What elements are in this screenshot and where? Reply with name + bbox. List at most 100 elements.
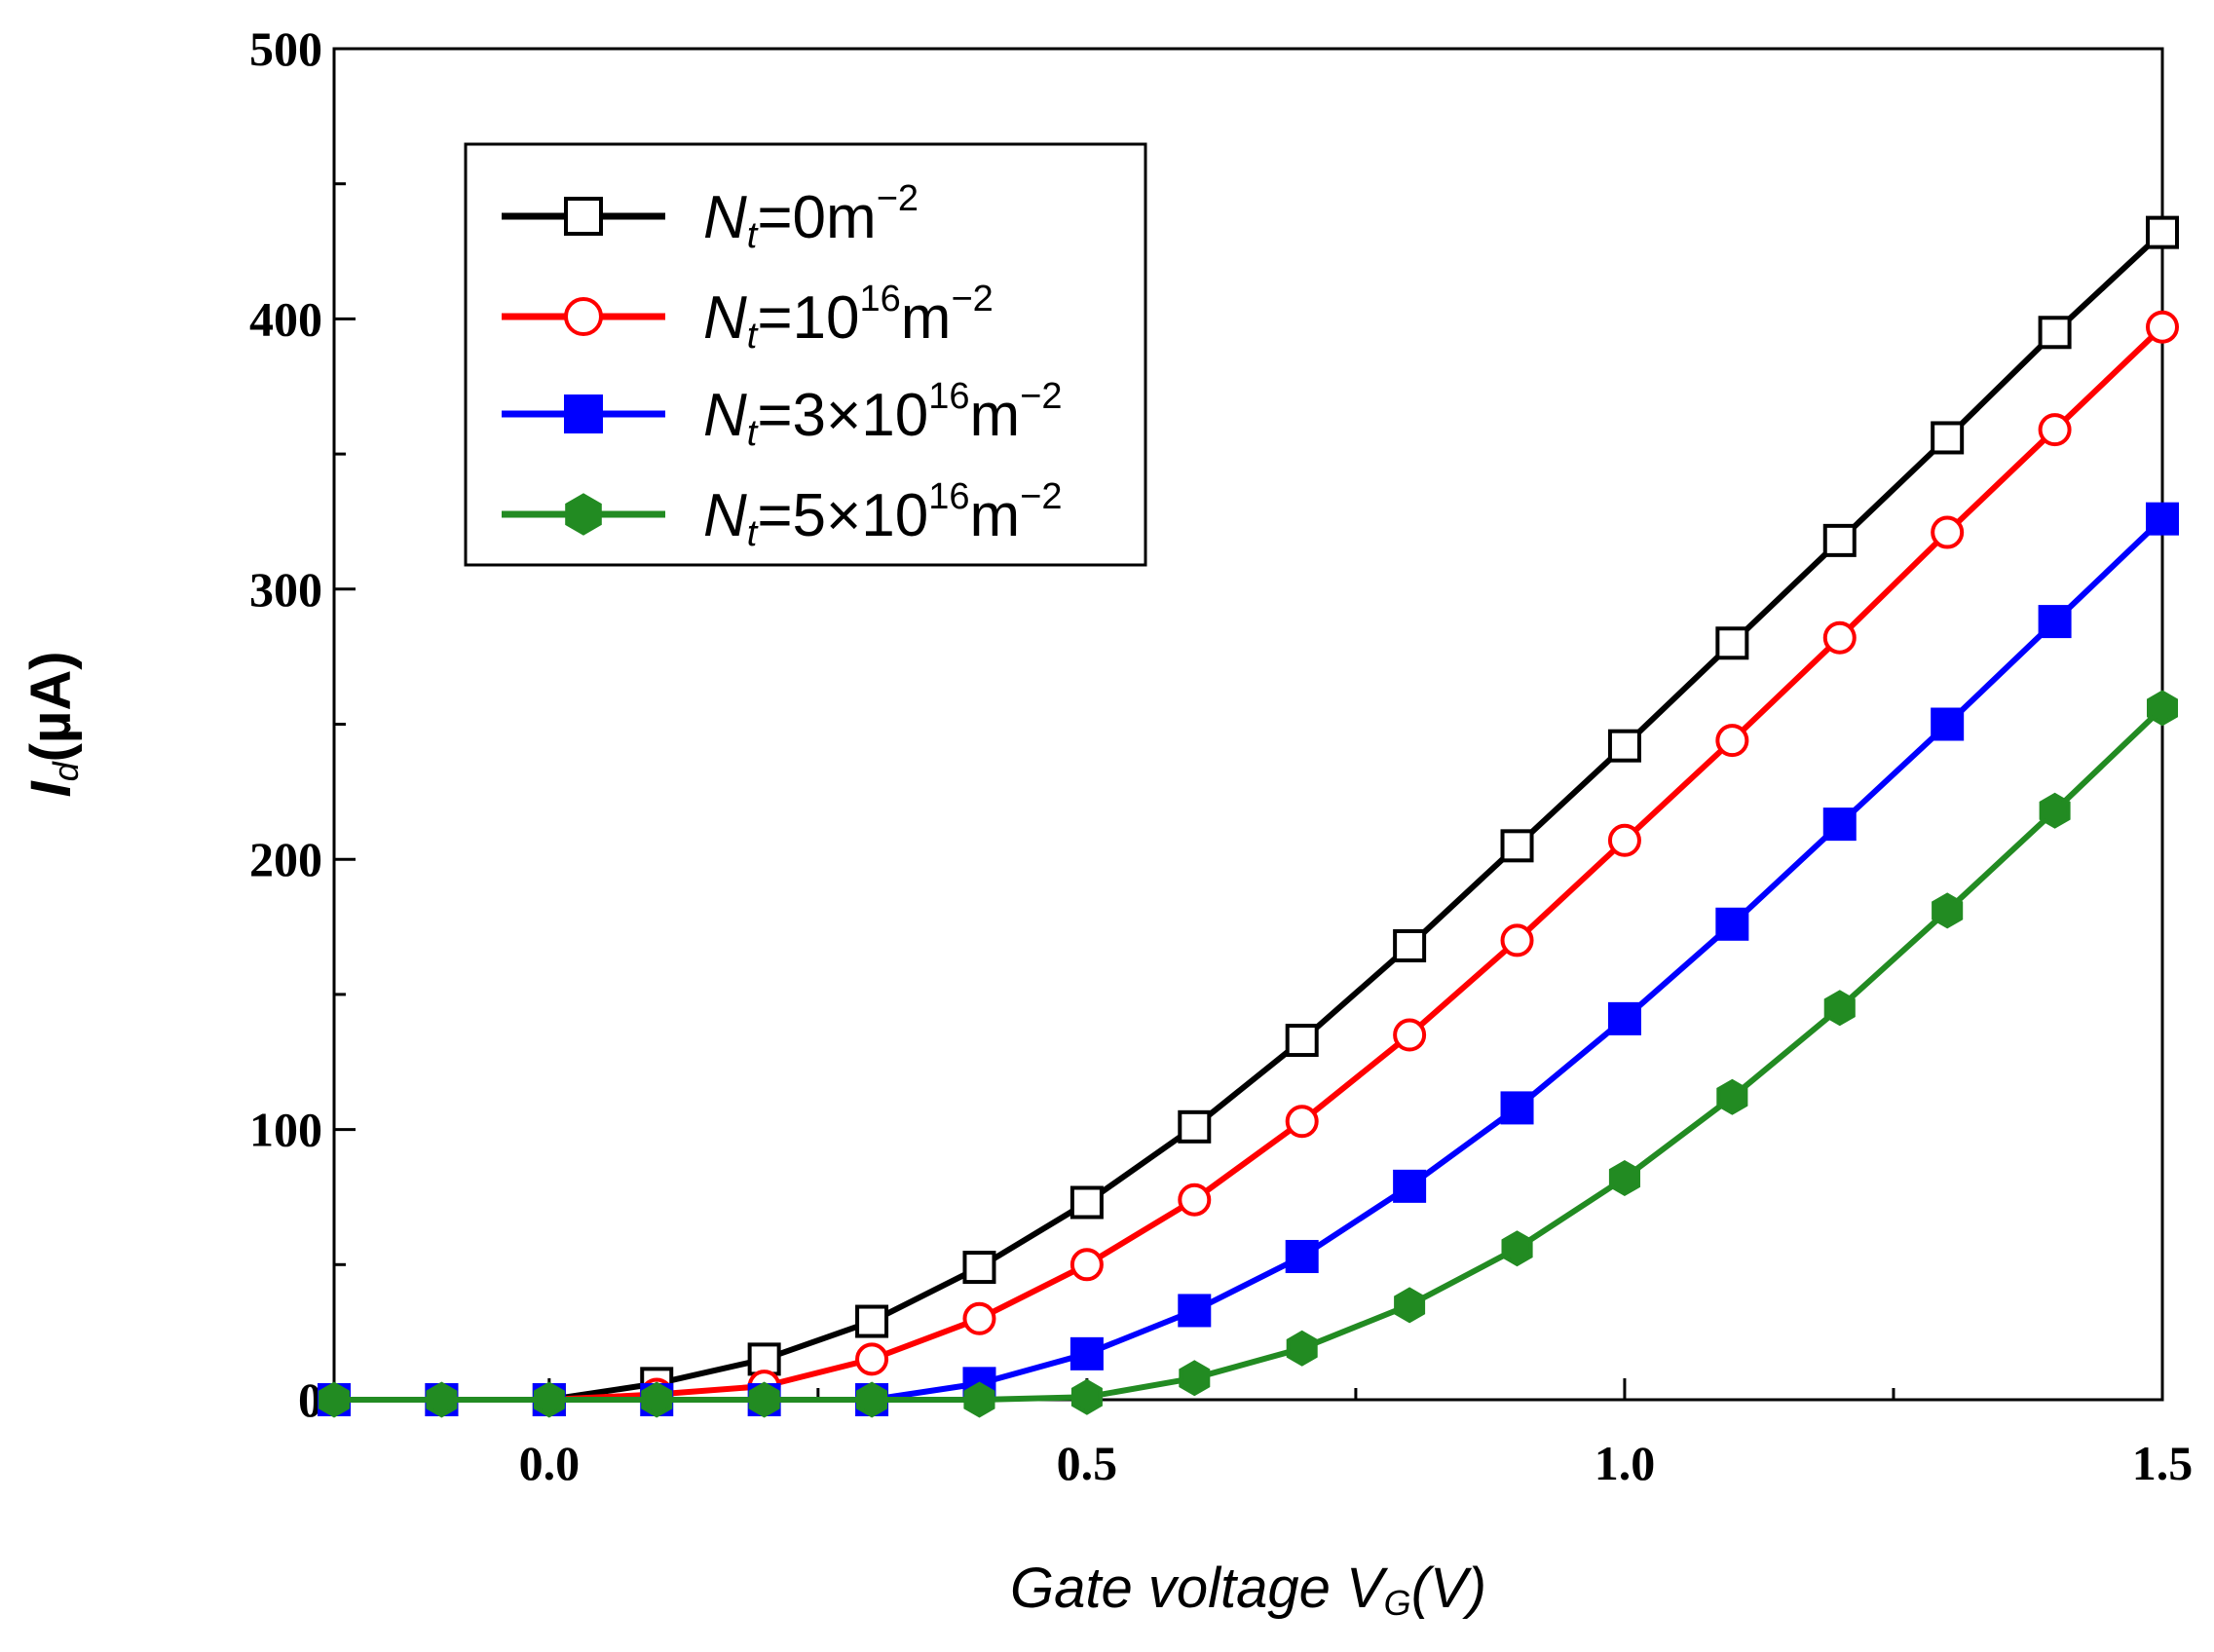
x-axis-title: Gate voltage VG(V) bbox=[1010, 1557, 1486, 1623]
legend-entry-3: Nt=3×1016m−2 bbox=[502, 376, 1062, 454]
x-axis-title-symbol: V bbox=[1346, 1557, 1389, 1620]
data-point bbox=[1500, 1091, 1534, 1125]
series-line bbox=[334, 230, 2165, 1403]
legend-unit: m bbox=[969, 482, 1020, 549]
data-point bbox=[319, 1381, 350, 1418]
legend-unit-exponent: −2 bbox=[951, 279, 993, 319]
legend-entry-2: Nt=1016m−2 bbox=[502, 279, 994, 357]
data-point bbox=[1394, 1287, 1426, 1324]
data-point bbox=[1932, 892, 1964, 929]
x-axis-title-subscript: G bbox=[1384, 1583, 1411, 1623]
y-tick-label: 500 bbox=[249, 21, 322, 76]
data-point bbox=[1607, 729, 1641, 763]
data-point bbox=[2038, 605, 2072, 639]
data-point bbox=[855, 1304, 889, 1338]
data-point bbox=[2038, 413, 2072, 447]
legend-entry-1: Nt=0m−2 bbox=[502, 178, 919, 256]
data-point bbox=[748, 1381, 780, 1418]
data-point bbox=[1500, 923, 1534, 957]
data-point bbox=[533, 1381, 565, 1418]
data-point bbox=[1822, 807, 1857, 842]
legend-marker bbox=[564, 297, 603, 336]
data-point bbox=[2146, 215, 2179, 249]
series-3 bbox=[318, 502, 2179, 1416]
legend-marker bbox=[565, 493, 602, 536]
data-point bbox=[1715, 907, 1749, 941]
data-point bbox=[1393, 1018, 1427, 1052]
data-point bbox=[1822, 620, 1857, 655]
legend-text: =3×10 bbox=[757, 382, 928, 449]
data-point bbox=[1285, 1239, 1319, 1273]
legend-marker bbox=[564, 197, 603, 236]
series-line bbox=[334, 705, 2165, 1403]
data-point bbox=[1286, 1330, 1318, 1367]
data-point bbox=[1931, 707, 1965, 741]
data-point bbox=[963, 1381, 995, 1418]
legend: Nt=0m−2Nt=1016m−2Nt=3×1016m−2Nt=5×1016m−… bbox=[464, 142, 1147, 567]
legend-subscript: t bbox=[747, 316, 759, 357]
data-point bbox=[2147, 690, 2178, 727]
legend-marker bbox=[564, 394, 603, 433]
x-tick-label: 1.0 bbox=[1595, 1436, 1656, 1490]
legend-symbol: N bbox=[703, 284, 747, 352]
legend-superscript: −2 bbox=[877, 178, 919, 219]
series-layer bbox=[318, 215, 2179, 1418]
legend-text: =10 bbox=[757, 284, 859, 352]
x-axis-title-text: Gate voltage bbox=[1010, 1557, 1346, 1620]
data-point bbox=[856, 1381, 888, 1418]
data-point bbox=[1179, 1360, 1211, 1397]
legend-symbol: N bbox=[703, 184, 747, 251]
data-point bbox=[962, 1301, 996, 1335]
legend-symbol: N bbox=[703, 382, 747, 449]
y-axis-title-symbol: I bbox=[19, 780, 83, 798]
y-tick-label: 100 bbox=[249, 1103, 322, 1157]
data-point bbox=[1501, 1230, 1533, 1267]
data-point bbox=[1285, 1024, 1319, 1058]
legend-superscript: 16 bbox=[860, 279, 901, 319]
legend-unit-exponent: −2 bbox=[1020, 476, 1062, 517]
legend-text: =0m bbox=[757, 184, 876, 251]
data-point bbox=[1178, 1109, 1212, 1144]
legend-label: Nt=0m−2 bbox=[703, 178, 919, 256]
y-axis-title-unit: (µA) bbox=[19, 651, 83, 762]
data-point bbox=[1393, 1169, 1427, 1203]
data-point bbox=[1069, 1185, 1104, 1220]
data-point bbox=[1715, 626, 1749, 660]
x-tick-label: 1.5 bbox=[2132, 1436, 2194, 1490]
data-point bbox=[1178, 1294, 1212, 1328]
data-point bbox=[855, 1342, 889, 1376]
data-point bbox=[426, 1381, 458, 1418]
data-point bbox=[2146, 310, 2179, 344]
series-4 bbox=[319, 690, 2178, 1418]
legend-subscript: t bbox=[747, 215, 759, 256]
data-point bbox=[1716, 1078, 1748, 1115]
x-tick-label: 0.0 bbox=[519, 1436, 581, 1490]
legend-entry-4: Nt=5×1016m−2 bbox=[502, 476, 1062, 554]
data-point bbox=[1931, 421, 1965, 455]
data-point bbox=[641, 1381, 673, 1418]
x-tick-label: 0.5 bbox=[1057, 1436, 1118, 1490]
legend-subscript: t bbox=[747, 513, 759, 554]
data-point bbox=[962, 1251, 996, 1285]
y-tick-label: 400 bbox=[249, 291, 322, 346]
legend-symbol: N bbox=[703, 482, 747, 549]
legend-unit-exponent: −2 bbox=[1020, 376, 1062, 417]
data-point bbox=[1822, 523, 1857, 557]
data-point bbox=[1069, 1336, 1104, 1370]
data-point bbox=[1608, 1159, 1640, 1197]
legend-unit: m bbox=[901, 284, 952, 352]
y-axis-title-subscript: d bbox=[46, 761, 86, 781]
data-point bbox=[1069, 1248, 1104, 1282]
data-point bbox=[1823, 990, 1856, 1027]
data-point bbox=[747, 1342, 781, 1376]
legend-subscript: t bbox=[747, 413, 759, 454]
data-point bbox=[1178, 1183, 1212, 1217]
data-point bbox=[2039, 792, 2071, 829]
data-point bbox=[1070, 1378, 1103, 1415]
legend-label: Nt=3×1016m−2 bbox=[703, 376, 1062, 454]
data-point bbox=[1715, 724, 1749, 758]
data-point bbox=[1607, 1001, 1641, 1035]
